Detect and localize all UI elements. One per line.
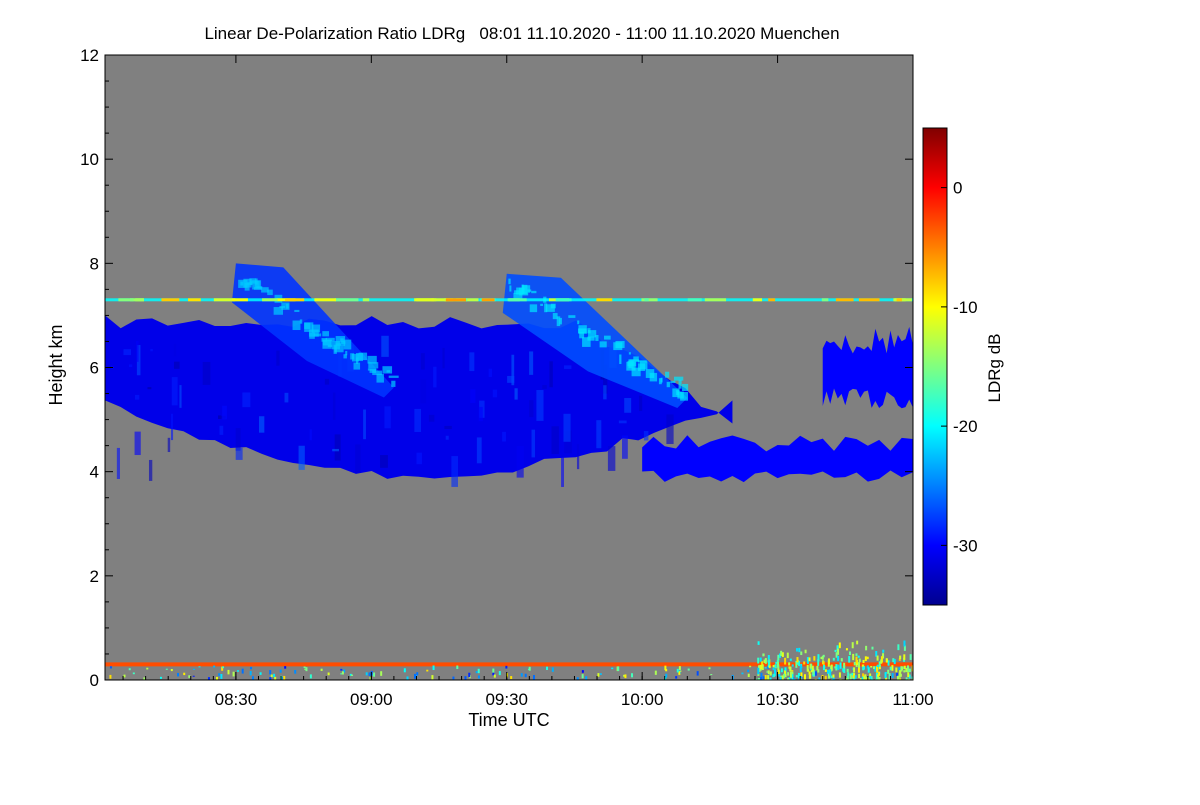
thin-layer-4km — [642, 435, 913, 483]
fallstreak-1 — [231, 263, 399, 398]
y-axis-label: Height km — [46, 324, 66, 405]
upper-cloud-right — [822, 326, 913, 409]
x-tick-label: 09:00 — [350, 690, 393, 709]
chart-title: Linear De-Polarization Ratio LDRg 08:01 … — [204, 24, 839, 43]
boundary-layer-noise — [755, 640, 913, 680]
colorbar-label: LDRg dB — [985, 334, 1004, 403]
x-tick-label: 10:00 — [621, 690, 664, 709]
colorbar-tick-label: 0 — [953, 179, 962, 198]
x-tick-label: 10:30 — [756, 690, 799, 709]
fallstreak-2 — [502, 273, 689, 408]
x-tick-label: 11:00 — [892, 690, 933, 709]
y-tick-label: 2 — [90, 567, 99, 586]
x-axis-label: Time UTC — [468, 710, 549, 730]
y-tick-label: 10 — [80, 150, 99, 169]
colorbar-tick-label: -30 — [953, 536, 978, 555]
artifact-line-7.3km — [105, 298, 913, 302]
colorbar-tick-label: -10 — [953, 298, 978, 317]
colorbar-fill — [922, 127, 948, 606]
y-tick-label: 4 — [90, 463, 99, 482]
colorbar-tick-label: -20 — [953, 417, 978, 436]
y-tick-label: 0 — [90, 671, 99, 690]
y-tick-label: 6 — [90, 359, 99, 378]
y-tick-label: 12 — [80, 46, 99, 65]
colorbar: 0 -10 -20 -30 LDRg dB — [922, 127, 1004, 606]
x-tick-label: 08:30 — [215, 690, 258, 709]
y-tick-label: 8 — [90, 254, 99, 273]
colorbar-ticks: 0 -10 -20 -30 — [941, 179, 978, 555]
plot-area — [105, 55, 913, 680]
x-tick-label: 09:30 — [485, 690, 528, 709]
axes: 08:30 09:00 09:30 10:00 10:30 11:00 0 2 4 6 8 10 12 — [80, 46, 934, 709]
